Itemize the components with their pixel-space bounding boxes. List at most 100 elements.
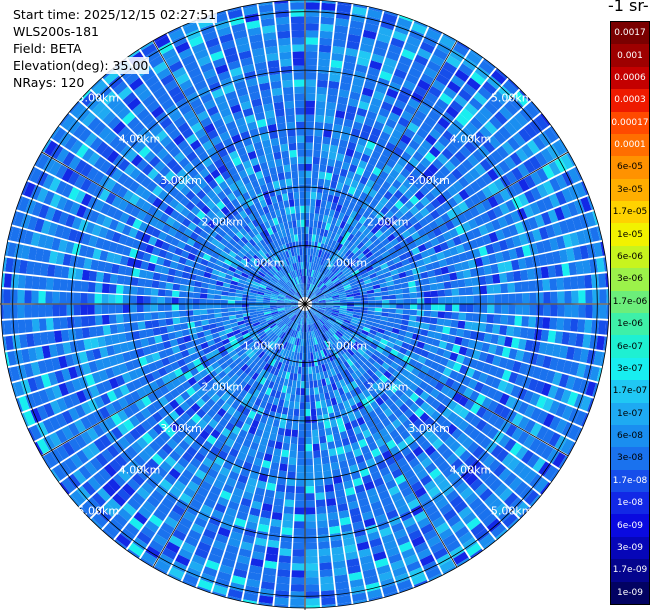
radial-data-cell	[108, 294, 116, 304]
radial-data-cell	[492, 355, 502, 367]
radial-data-cell	[375, 202, 385, 212]
radial-data-cell	[377, 412, 388, 422]
radial-data-cell	[389, 393, 399, 403]
radial-data-cell	[102, 272, 111, 283]
radial-data-cell	[305, 51, 318, 59]
radial-data-cell	[513, 270, 522, 282]
radial-data-cell	[419, 41, 435, 54]
radial-data-cell	[404, 162, 415, 173]
radial-data-cell	[430, 388, 440, 399]
radial-data-cell	[486, 518, 502, 533]
radial-data-cell	[359, 191, 368, 201]
radial-data-cell	[430, 187, 441, 198]
radial-data-cell	[356, 197, 365, 207]
radial-data-cell	[414, 201, 425, 211]
radial-data-cell	[308, 292, 314, 299]
radial-data-cell	[447, 335, 456, 344]
radial-data-cell	[363, 451, 373, 461]
radial-data-cell	[461, 437, 474, 449]
radial-data-cell	[529, 494, 541, 507]
radial-data-cell	[408, 156, 420, 168]
radial-data-cell	[385, 118, 397, 129]
radial-data-cell	[339, 264, 347, 271]
radial-data-cell	[116, 275, 125, 285]
radial-data-cell	[396, 334, 405, 342]
radial-data-cell	[354, 230, 363, 239]
radial-data-cell	[315, 313, 321, 319]
radial-data-cell	[352, 343, 360, 351]
radial-data-cell	[346, 299, 354, 302]
radial-data-cell	[87, 293, 95, 304]
radial-data-cell	[318, 297, 326, 301]
radial-data-cell	[200, 314, 208, 321]
radial-data-cell	[430, 290, 439, 297]
radial-data-cell	[417, 298, 425, 304]
radial-data-cell	[529, 392, 541, 406]
radial-data-cell	[272, 180, 280, 189]
radial-data-cell	[521, 449, 534, 465]
radial-data-cell	[514, 374, 525, 387]
radial-data-cell	[316, 192, 323, 200]
radial-data-cell	[449, 495, 464, 508]
radial-data-cell	[393, 243, 402, 252]
radial-data-cell	[351, 286, 360, 292]
radial-data-cell	[383, 503, 396, 514]
radial-data-cell	[318, 343, 323, 351]
radial-data-cell	[339, 299, 347, 303]
radial-data-cell	[469, 167, 481, 180]
radial-data-cell	[348, 324, 357, 330]
radial-data-cell	[344, 271, 352, 278]
radial-data-cell	[172, 317, 181, 325]
radial-data-cell	[313, 220, 318, 228]
radial-data-cell	[362, 185, 372, 195]
radial-data-cell	[413, 327, 422, 335]
radial-data-cell	[338, 293, 347, 297]
radial-data-cell	[348, 186, 356, 195]
radial-data-cell	[459, 304, 467, 312]
radial-data-cell	[319, 207, 326, 215]
radial-data-cell	[333, 249, 340, 257]
radial-data-cell	[575, 333, 584, 347]
radial-data-cell	[479, 313, 488, 323]
radial-data-cell	[116, 323, 125, 333]
radial-data-cell	[318, 58, 330, 67]
radial-data-cell	[159, 273, 168, 282]
radial-data-cell	[208, 318, 216, 325]
radial-data-cell	[439, 431, 451, 443]
radial-data-cell	[396, 535, 410, 546]
radial-data-cell	[361, 300, 369, 304]
radial-data-cell	[383, 190, 393, 201]
radial-data-cell	[357, 392, 366, 401]
radial-data-cell	[350, 13, 366, 23]
radial-data-cell	[458, 506, 473, 520]
radial-data-cell	[367, 332, 376, 339]
radial-data-cell	[360, 294, 368, 298]
radial-data-cell	[455, 132, 469, 145]
radial-data-cell	[313, 330, 318, 338]
radial-data-cell	[314, 314, 320, 320]
radial-data-cell	[486, 387, 497, 399]
radial-data-cell	[469, 116, 483, 130]
radial-data-cell	[387, 413, 398, 423]
radial-data-cell	[346, 383, 354, 392]
radial-data-cell	[365, 435, 375, 445]
radial-data-cell	[360, 153, 371, 163]
radial-data-cell	[457, 279, 466, 288]
radial-data-cell	[361, 474, 373, 484]
radial-data-cell	[585, 381, 597, 397]
radial-data-cell	[451, 344, 461, 354]
radial-data-cell	[487, 400, 499, 413]
radial-data-cell	[366, 395, 375, 404]
radial-data-cell	[305, 472, 314, 480]
radial-data-cell	[279, 208, 286, 216]
radial-data-cell	[317, 65, 330, 74]
radial-data-cell	[348, 164, 358, 173]
radial-data-cell	[436, 443, 449, 455]
radial-data-cell	[354, 249, 363, 257]
radial-data-cell	[480, 384, 491, 396]
radial-data-cell	[325, 201, 332, 210]
radial-data-cell	[451, 119, 464, 132]
radial-data-cell	[52, 304, 60, 317]
radial-data-cell	[393, 278, 401, 285]
radial-data-cell	[313, 149, 321, 158]
